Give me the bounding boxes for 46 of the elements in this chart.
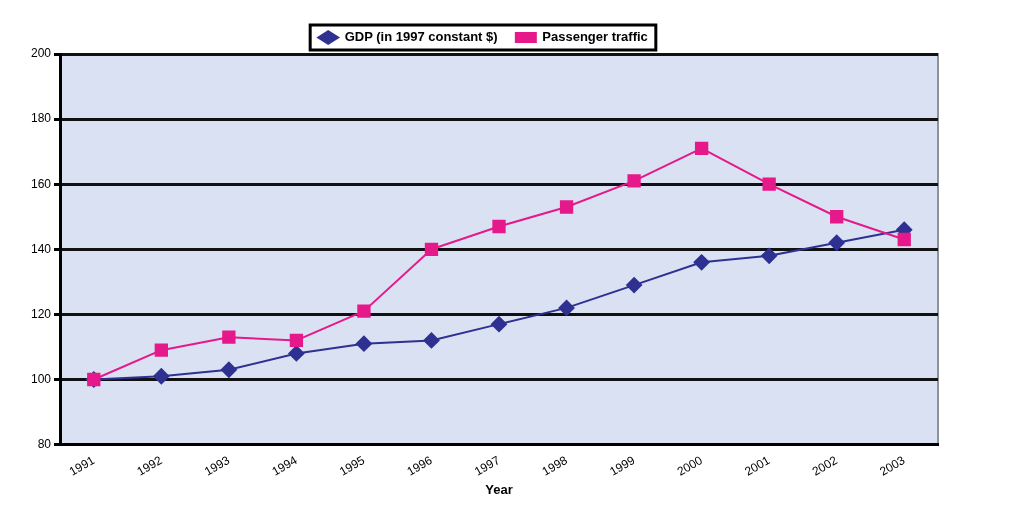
point	[897, 232, 911, 247]
x-tick-label: 2003	[877, 453, 908, 479]
legend-label: GDP (in 1997 constant $)	[344, 29, 498, 45]
point	[289, 333, 304, 348]
y-tick-label: 100	[30, 371, 52, 386]
point	[828, 234, 845, 251]
point	[288, 345, 305, 362]
x-tick-label: 1993	[201, 453, 233, 479]
x-tick-label: 1995	[336, 453, 368, 479]
y-tick-label: 120	[30, 306, 52, 321]
point	[626, 277, 643, 294]
x-axis-title: Year	[485, 481, 513, 497]
point	[153, 368, 170, 385]
point	[830, 210, 844, 224]
x-tick-label: 2002	[809, 453, 841, 479]
y-tick-label: 200	[30, 46, 52, 61]
point	[492, 219, 506, 234]
point	[491, 316, 508, 333]
point	[423, 332, 440, 349]
y-tick-label: 80	[37, 436, 52, 451]
y-tick-label: 140	[30, 241, 52, 256]
x-tick-label: 1992	[134, 453, 165, 479]
legend-label: Passenger traffic	[542, 29, 648, 45]
x-tick-label: 1998	[539, 453, 570, 479]
y-tick-label: 160	[30, 176, 52, 191]
x-tick-label: 2000	[674, 453, 706, 479]
x-tick-label: 2001	[742, 453, 773, 479]
x-tick-label: 1994	[269, 453, 300, 479]
point	[222, 330, 236, 344]
y-tick-label: 180	[30, 111, 52, 126]
point	[694, 141, 709, 156]
point	[357, 304, 371, 318]
point	[154, 343, 168, 357]
x-tick-label: 1999	[607, 453, 638, 479]
point	[424, 242, 439, 256]
point	[559, 200, 574, 214]
x-tick-label: 1991	[66, 453, 98, 479]
point	[558, 299, 575, 316]
point	[693, 254, 710, 271]
x-tick-label: 1996	[404, 453, 435, 479]
point	[355, 335, 372, 352]
point	[220, 361, 237, 378]
point	[762, 177, 776, 191]
point	[627, 174, 641, 188]
x-tick-label: 1997	[472, 453, 503, 479]
point	[761, 247, 778, 264]
